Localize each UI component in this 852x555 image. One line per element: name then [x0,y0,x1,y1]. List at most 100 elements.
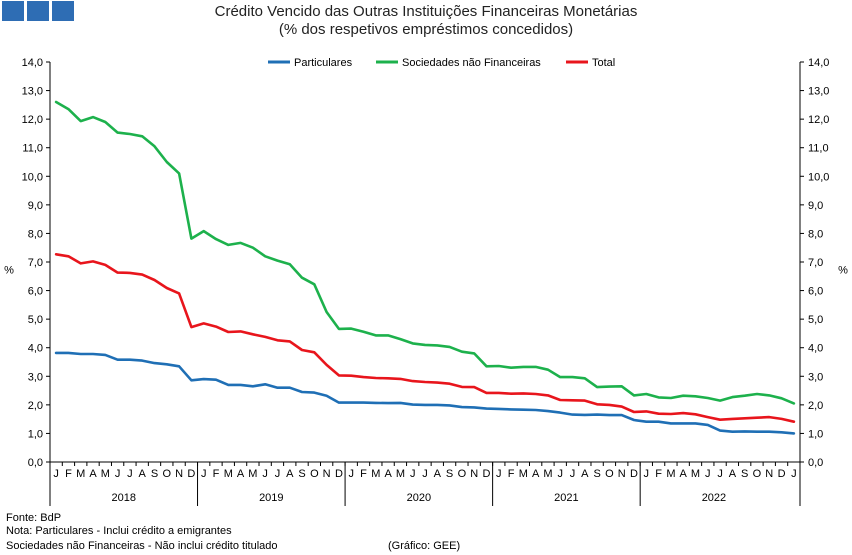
x-month-label: F [65,468,72,480]
y-tick-label-left: 11,0 [22,143,43,155]
y-tick-label-right: 5,0 [808,314,823,326]
x-month-label: J [115,468,121,480]
x-month-label: M [248,468,257,480]
x-month-label: A [434,468,442,480]
y-tick-label-left: 6,0 [28,286,43,298]
x-month-label: M [543,468,552,480]
source-note: Fonte: BdP [6,512,62,524]
x-month-label: A [581,468,589,480]
x-month-label: M [371,468,380,480]
x-month-label: J [496,468,502,480]
x-year-label: 2020 [407,492,431,504]
x-month-label: J [644,468,650,480]
x-month-label: N [175,468,183,480]
x-month-label: M [101,468,110,480]
x-month-label: J [791,468,797,480]
x-year-label: 2021 [554,492,578,504]
y-tick-label-right: 1,0 [808,428,823,440]
x-year-label: 2018 [112,492,136,504]
x-month-label: F [508,468,515,480]
y-tick-label-left: 8,0 [28,228,43,240]
y-axis-label-left: % [4,264,14,276]
x-month-label: M [666,468,675,480]
y-tick-label-right: 9,0 [808,200,823,212]
x-year-label: 2022 [702,492,726,504]
x-month-label: O [458,468,467,480]
chart-credit: (Gráfico: GEE) [388,540,461,552]
legend-label-3: Total [592,57,615,69]
y-tick-label-right: 10,0 [808,171,829,183]
y-tick-label-left: 1,0 [28,428,43,440]
x-month-label: S [593,468,600,480]
y-tick-label-left: 13,0 [22,86,43,98]
y-tick-label-right: 0,0 [808,457,823,469]
y-tick-label-right: 4,0 [808,343,823,355]
x-month-label: M [396,468,405,480]
y-tick-label-left: 3,0 [28,371,43,383]
x-month-label: J [201,468,207,480]
logo-square [2,1,24,21]
x-month-label: J [53,468,59,480]
footnote-particulares: Nota: Particulares - Inclui crédito a em… [6,525,232,537]
series-line-3 [54,253,796,424]
x-month-label: S [446,468,453,480]
x-month-label: J [570,468,576,480]
y-tick-label-left: 10,0 [22,171,43,183]
x-month-label: J [127,468,133,480]
y-tick-label-right: 14,0 [808,57,829,69]
y-tick-label-right: 11,0 [808,143,829,155]
x-month-label: M [224,468,233,480]
x-month-label: A [532,468,540,480]
y-tick-label-left: 14,0 [22,57,43,69]
x-month-label: J [422,468,428,480]
x-month-label: J [275,468,281,480]
x-year-label: 2019 [259,492,283,504]
y-tick-label-right: 13,0 [808,86,829,98]
x-month-label: O [163,468,172,480]
y-tick-label-right: 7,0 [808,257,823,269]
legend-label-1: Particulares [294,57,353,69]
x-month-label: J [705,468,711,480]
x-month-label: N [323,468,331,480]
x-month-label: J [262,468,268,480]
y-tick-label-left: 0,0 [28,457,43,469]
y-tick-label-left: 7,0 [28,257,43,269]
x-month-label: S [151,468,158,480]
logo [2,1,74,21]
y-tick-label-right: 6,0 [808,286,823,298]
x-month-label: J [557,468,563,480]
y-tick-label-left: 5,0 [28,314,43,326]
x-month-label: O [310,468,319,480]
x-month-label: J [348,468,354,480]
x-month-label: D [778,468,786,480]
x-month-label: N [618,468,626,480]
x-month-label: O [753,468,762,480]
x-month-label: M [691,468,700,480]
chart-title-block: Crédito Vencido das Outras Instituições … [0,3,852,39]
x-month-label: F [213,468,220,480]
x-month-label: J [717,468,723,480]
footnote-sociedades: Sociedades não Financeiras - Não inclui … [6,540,278,552]
x-month-label: S [298,468,305,480]
series-line-1 [54,351,796,435]
x-month-label: M [76,468,85,480]
x-month-label: N [470,468,478,480]
y-tick-label-right: 12,0 [808,114,829,126]
x-month-label: F [360,468,367,480]
y-tick-label-left: 2,0 [28,400,43,412]
x-month-label: D [187,468,195,480]
logo-square [52,1,74,21]
x-month-label: D [482,468,490,480]
logo-square [27,1,49,21]
x-month-label: N [765,468,773,480]
x-month-label: D [630,468,638,480]
y-tick-label-left: 4,0 [28,343,43,355]
y-tick-label-left: 9,0 [28,200,43,212]
x-month-label: A [237,468,245,480]
y-tick-label-right: 8,0 [808,228,823,240]
legend-label-2: Sociedades não Financeiras [402,57,541,69]
series-line-2 [54,100,796,405]
y-tick-label-right: 3,0 [808,371,823,383]
x-month-label: S [741,468,748,480]
